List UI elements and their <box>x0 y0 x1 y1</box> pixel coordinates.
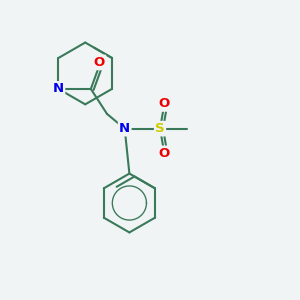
Text: O: O <box>158 147 169 160</box>
Text: O: O <box>158 98 169 110</box>
Text: S: S <box>155 122 165 135</box>
Text: O: O <box>94 56 105 69</box>
Text: N: N <box>119 122 130 135</box>
Text: N: N <box>53 82 64 95</box>
